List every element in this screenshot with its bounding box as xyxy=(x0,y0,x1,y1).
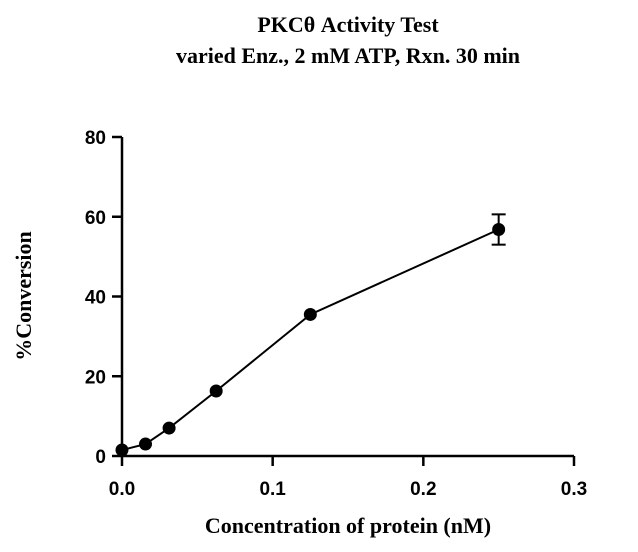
data-point xyxy=(209,384,223,398)
chart-subtitle: varied Enz., 2 mM ATP, Rxn. 30 min xyxy=(176,43,520,68)
data-point xyxy=(139,437,153,451)
series-line xyxy=(121,228,500,451)
x-tick-label: 0.2 xyxy=(410,479,436,500)
y-tick-label: 80 xyxy=(85,128,106,149)
data-point xyxy=(492,223,506,237)
x-tick-label: 0.0 xyxy=(109,479,135,500)
y-tick-label: 20 xyxy=(85,367,106,388)
x-tick-label: 0.1 xyxy=(259,479,286,500)
y-tick-label: 60 xyxy=(85,208,106,229)
y-tick-label: 40 xyxy=(85,288,106,309)
chart-title: PKCθ Activity Test xyxy=(257,12,439,37)
data-point xyxy=(162,421,176,435)
data-point xyxy=(303,307,317,321)
x-axis-label: Concentration of protein (nM) xyxy=(205,513,491,538)
plot-area: 0.0 0.1 0.2 0.3 0 20 40 60 80 xyxy=(85,128,587,500)
y-tick-label: 0 xyxy=(95,447,106,468)
y-axis-label: %Conversion xyxy=(11,231,36,361)
data-point xyxy=(115,443,129,457)
x-tick-label: 0.3 xyxy=(561,479,587,500)
